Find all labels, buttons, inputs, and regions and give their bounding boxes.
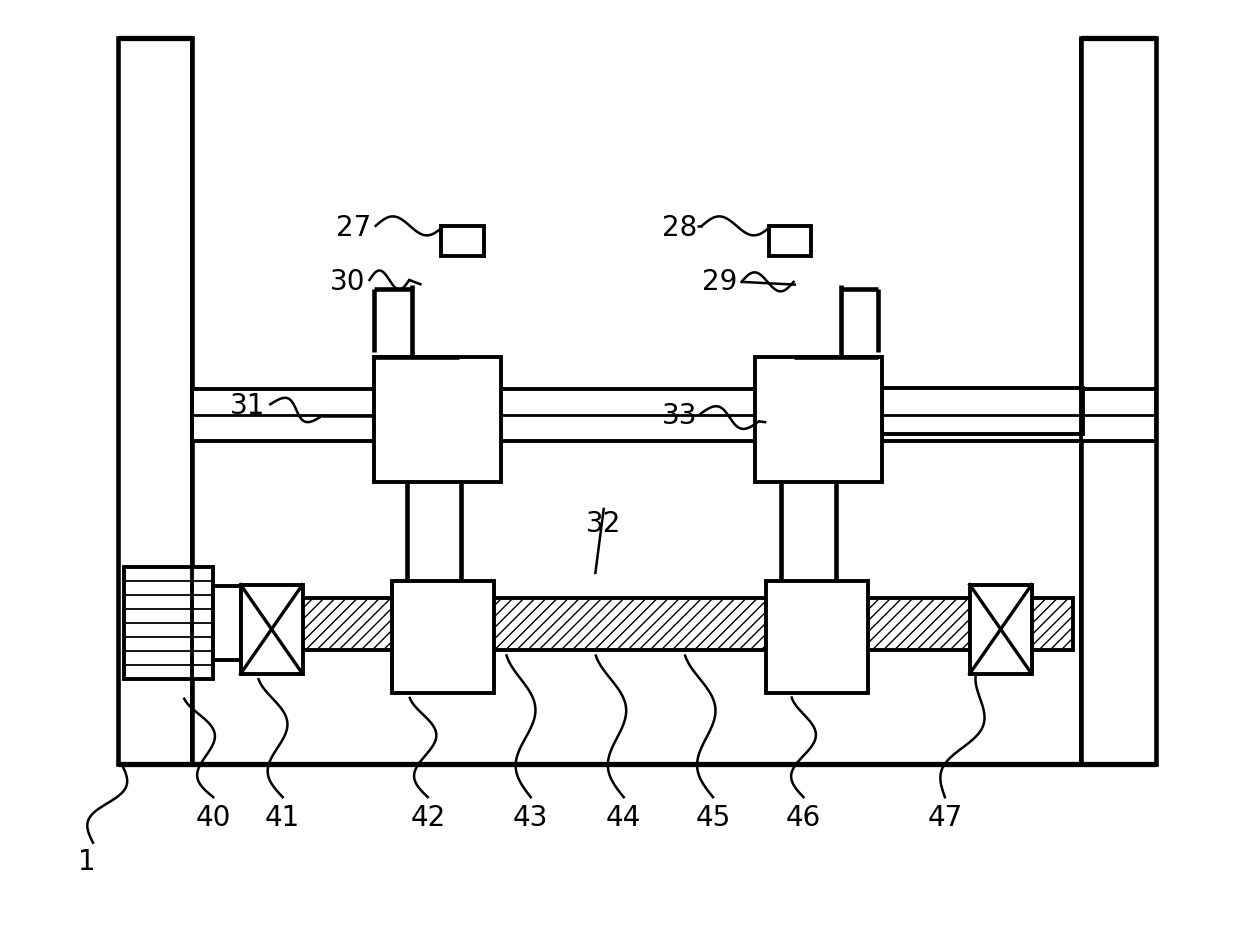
Bar: [124, 567, 213, 679]
Text: 1: 1: [78, 847, 95, 876]
Text: 41: 41: [265, 804, 300, 832]
Bar: [769, 226, 811, 256]
Text: 29: 29: [702, 268, 737, 296]
Text: 32: 32: [587, 510, 621, 538]
Bar: [118, 38, 192, 764]
Text: 28: 28: [662, 214, 697, 242]
Bar: [441, 226, 484, 256]
Text: 42: 42: [410, 804, 445, 832]
Text: 30: 30: [330, 268, 365, 296]
Bar: [755, 357, 882, 482]
Text: 40: 40: [196, 804, 231, 832]
Text: 47: 47: [928, 804, 962, 832]
Text: 45: 45: [696, 804, 730, 832]
Bar: [882, 388, 1083, 434]
Bar: [192, 389, 1156, 441]
Text: 33: 33: [662, 401, 697, 430]
Text: 46: 46: [786, 804, 821, 832]
Bar: [374, 357, 501, 482]
Bar: [766, 581, 868, 693]
Bar: [1081, 38, 1156, 764]
Bar: [392, 581, 494, 693]
Text: 31: 31: [231, 392, 265, 420]
Text: 44: 44: [606, 804, 641, 832]
Text: 43: 43: [513, 804, 548, 832]
Bar: [241, 585, 303, 674]
Bar: [970, 585, 1032, 674]
Bar: [248, 598, 1073, 650]
Bar: [213, 586, 241, 660]
Text: 27: 27: [336, 214, 371, 242]
